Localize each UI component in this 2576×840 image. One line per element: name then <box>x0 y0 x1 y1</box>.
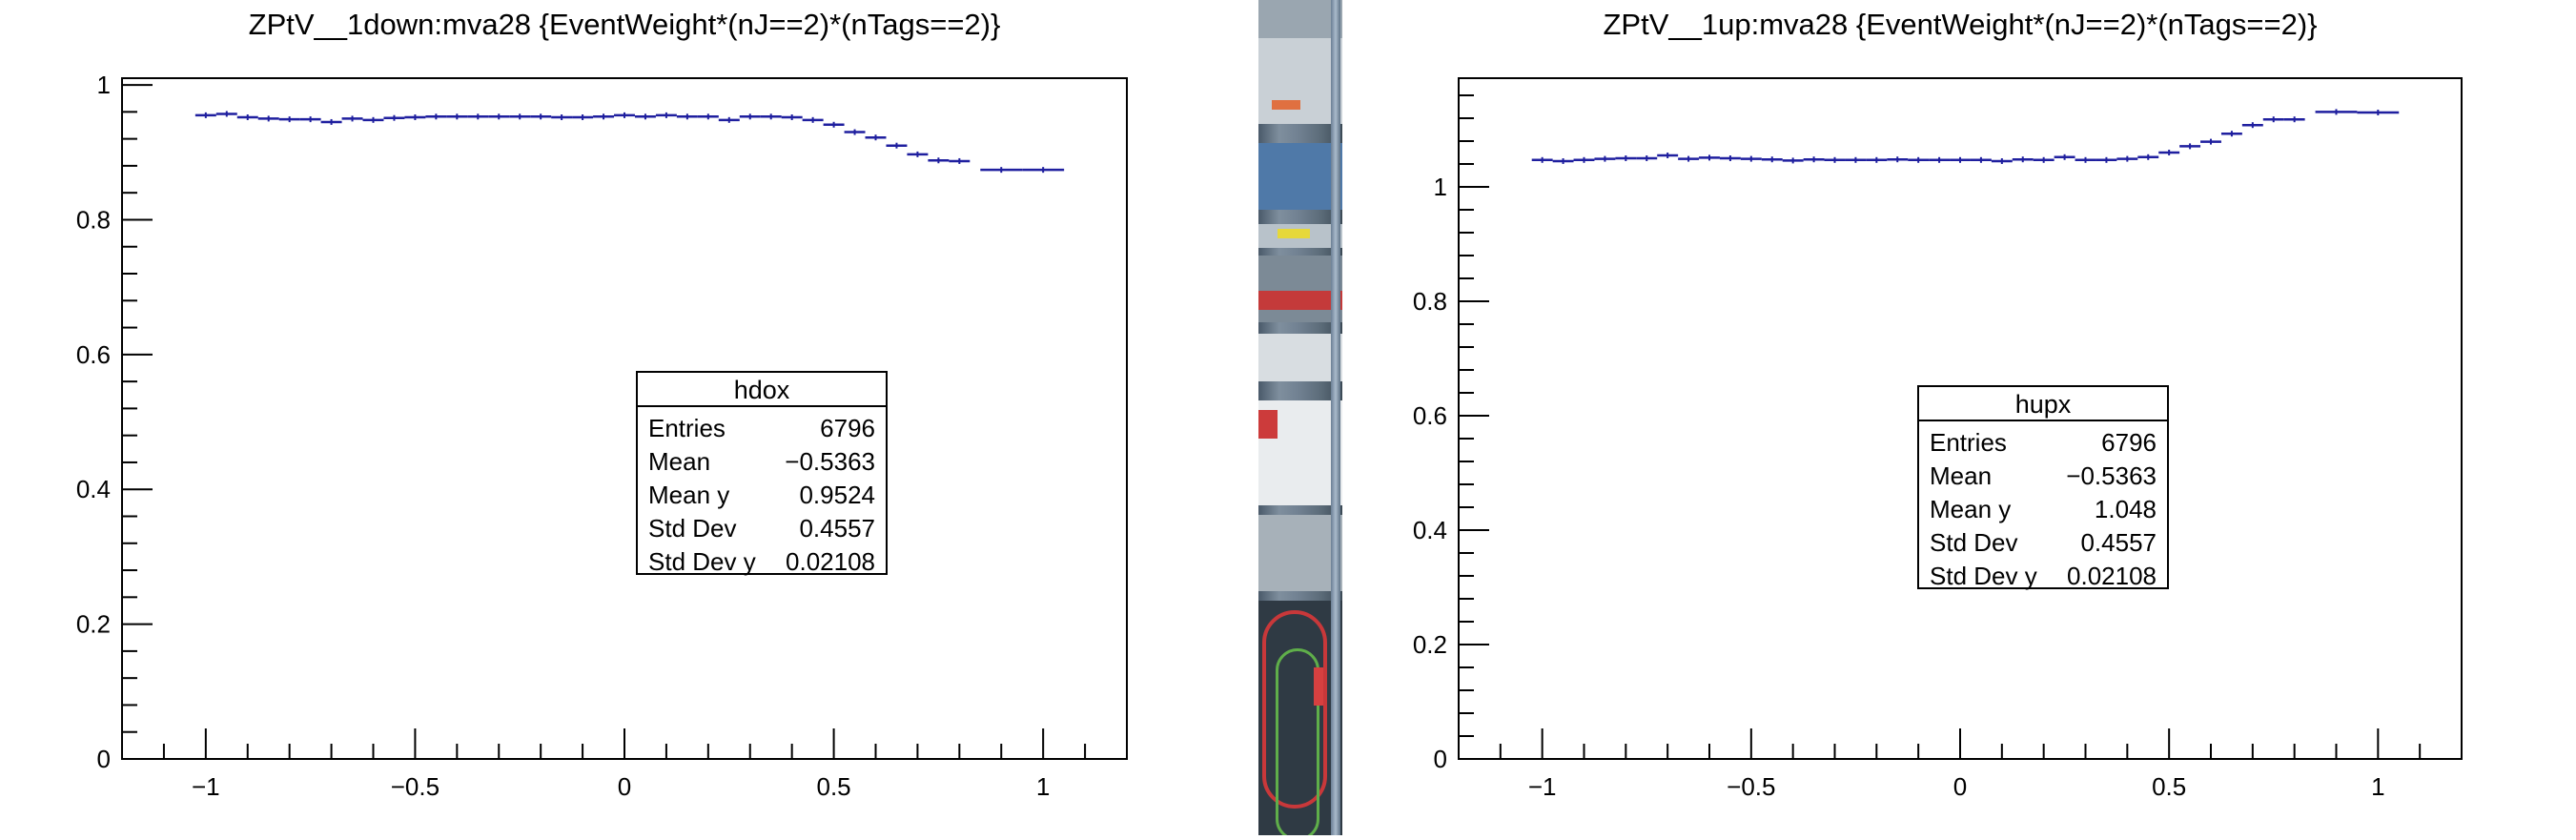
stats-value: 6796 <box>2101 428 2157 457</box>
x-tick-label: 0.5 <box>817 772 851 801</box>
stats-name: hdox <box>734 376 790 404</box>
chart-left: ZPtV__1down:mva28 {EventWeight*(nJ==2)*(… <box>76 8 1128 801</box>
x-tick-label: −1 <box>192 772 220 801</box>
y-tick-label: 0.8 <box>1413 287 1447 316</box>
y-tick-label: 0.2 <box>76 610 111 639</box>
stats-value: −0.5363 <box>785 447 875 476</box>
stats-value: 6796 <box>820 414 875 442</box>
x-tick-label: 0.5 <box>2152 772 2186 801</box>
stats-label: Mean y <box>1930 495 2011 523</box>
x-tick-label: 1 <box>1036 772 1050 801</box>
x-tick-label: −1 <box>1528 772 1557 801</box>
y-tick-label: 0 <box>1434 745 1447 773</box>
stats-name: hupx <box>2015 390 2072 419</box>
stats-value: 0.4557 <box>799 514 875 543</box>
stats-label: Mean y <box>648 481 729 509</box>
stats-value: 0.4557 <box>2080 528 2157 557</box>
plot-frame <box>121 77 1128 760</box>
stats-value: 0.9524 <box>799 481 875 509</box>
x-tick-label: −0.5 <box>1727 772 1775 801</box>
x-tick-label: −0.5 <box>391 772 440 801</box>
stats-label: Std Dev <box>648 514 737 543</box>
y-tick-label: 0.6 <box>1413 401 1447 430</box>
x-tick-label: 0 <box>618 772 631 801</box>
stats-label: Entries <box>648 414 726 442</box>
chart-right: ZPtV__1up:mva28 {EventWeight*(nJ==2)*(nT… <box>1413 8 2463 801</box>
photo-strip <box>1258 0 1342 835</box>
stats-label: Std Dev <box>1930 528 2018 557</box>
stats-label: Mean <box>648 447 710 476</box>
stats-value: 0.02108 <box>786 547 875 576</box>
stats-value: 1.048 <box>2095 495 2157 523</box>
stats-value: 0.02108 <box>2067 562 2157 590</box>
canvas-left: ZPtV__1down:mva28 {EventWeight*(nJ==2)*(… <box>0 0 1258 835</box>
chart-title: ZPtV__1down:mva28 {EventWeight*(nJ==2)*(… <box>249 8 1001 41</box>
y-tick-label: 0.4 <box>76 475 111 503</box>
y-tick-label: 0.6 <box>76 340 111 369</box>
stats-label: Mean <box>1930 461 1992 490</box>
y-tick-label: 0.8 <box>76 205 111 234</box>
y-tick-label: 1 <box>97 71 111 99</box>
y-tick-label: 1 <box>1434 173 1447 201</box>
chart-title: ZPtV__1up:mva28 {EventWeight*(nJ==2)*(nT… <box>1603 8 2317 41</box>
canvas-right: ZPtV__1up:mva28 {EventWeight*(nJ==2)*(nT… <box>1342 0 2576 835</box>
x-tick-label: 1 <box>2371 772 2384 801</box>
y-tick-label: 0.4 <box>1413 516 1447 544</box>
stats-value: −0.5363 <box>2066 461 2157 490</box>
stats-label: Entries <box>1930 428 2007 457</box>
y-tick-label: 0.2 <box>1413 630 1447 659</box>
y-tick-label: 0 <box>97 745 111 773</box>
stats-label: Std Dev y <box>648 547 756 576</box>
x-tick-label: 0 <box>1953 772 1967 801</box>
stats-label: Std Dev y <box>1930 562 2037 590</box>
